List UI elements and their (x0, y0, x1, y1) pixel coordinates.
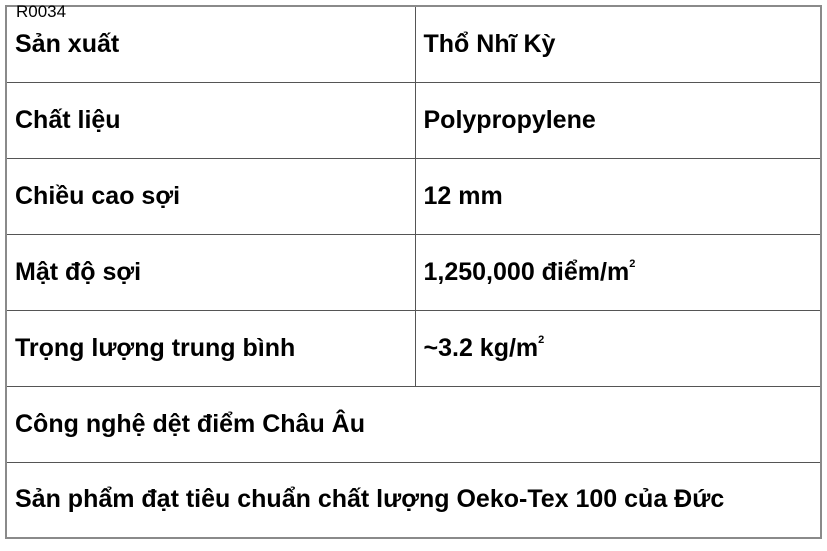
value-text: ~3.2 kg/m (423, 333, 539, 362)
spec-value: 12 mm (414, 157, 822, 235)
table-row: Chất liệu Polypropylene (5, 81, 822, 159)
spec-value: Polypropylene (414, 81, 822, 159)
table-row: Trọng lượng trung bình ~3.2 kg/m2 (5, 309, 822, 387)
table-row: Sản xuất Thổ Nhĩ Kỳ (5, 5, 822, 83)
spec-label: Chiều cao sợi (5, 157, 416, 235)
table-row: Mật độ sợi 1,250,000 điểm/m2 (5, 233, 822, 311)
value-text: 1,250,000 điểm/m (423, 257, 630, 286)
spec-table: Sản xuất Thổ Nhĩ Kỳ Chất liệu Polypropyl… (5, 5, 822, 539)
table-row: Công nghệ dệt điểm Châu Âu (5, 385, 822, 463)
superscript: 2 (538, 334, 545, 347)
spec-value: Thổ Nhĩ Kỳ (414, 5, 822, 83)
spec-value: 1,250,000 điểm/m2 (414, 233, 822, 311)
table-row: Sản phẩm đạt tiêu chuẩn chất lượng Oeko-… (5, 461, 822, 539)
feature-text: Công nghệ dệt điểm Châu Âu (5, 385, 822, 463)
spec-label: Chất liệu (5, 81, 416, 159)
spec-label: Sản xuất (5, 5, 416, 83)
spec-value: ~3.2 kg/m2 (414, 309, 822, 387)
product-code: R0034 (16, 2, 67, 21)
table-row: Chiều cao sợi 12 mm (5, 157, 822, 235)
feature-text: Sản phẩm đạt tiêu chuẩn chất lượng Oeko-… (5, 461, 822, 539)
superscript: 2 (629, 258, 636, 271)
spec-label: Trọng lượng trung bình (5, 309, 416, 387)
spec-label: Mật độ sợi (5, 233, 416, 311)
